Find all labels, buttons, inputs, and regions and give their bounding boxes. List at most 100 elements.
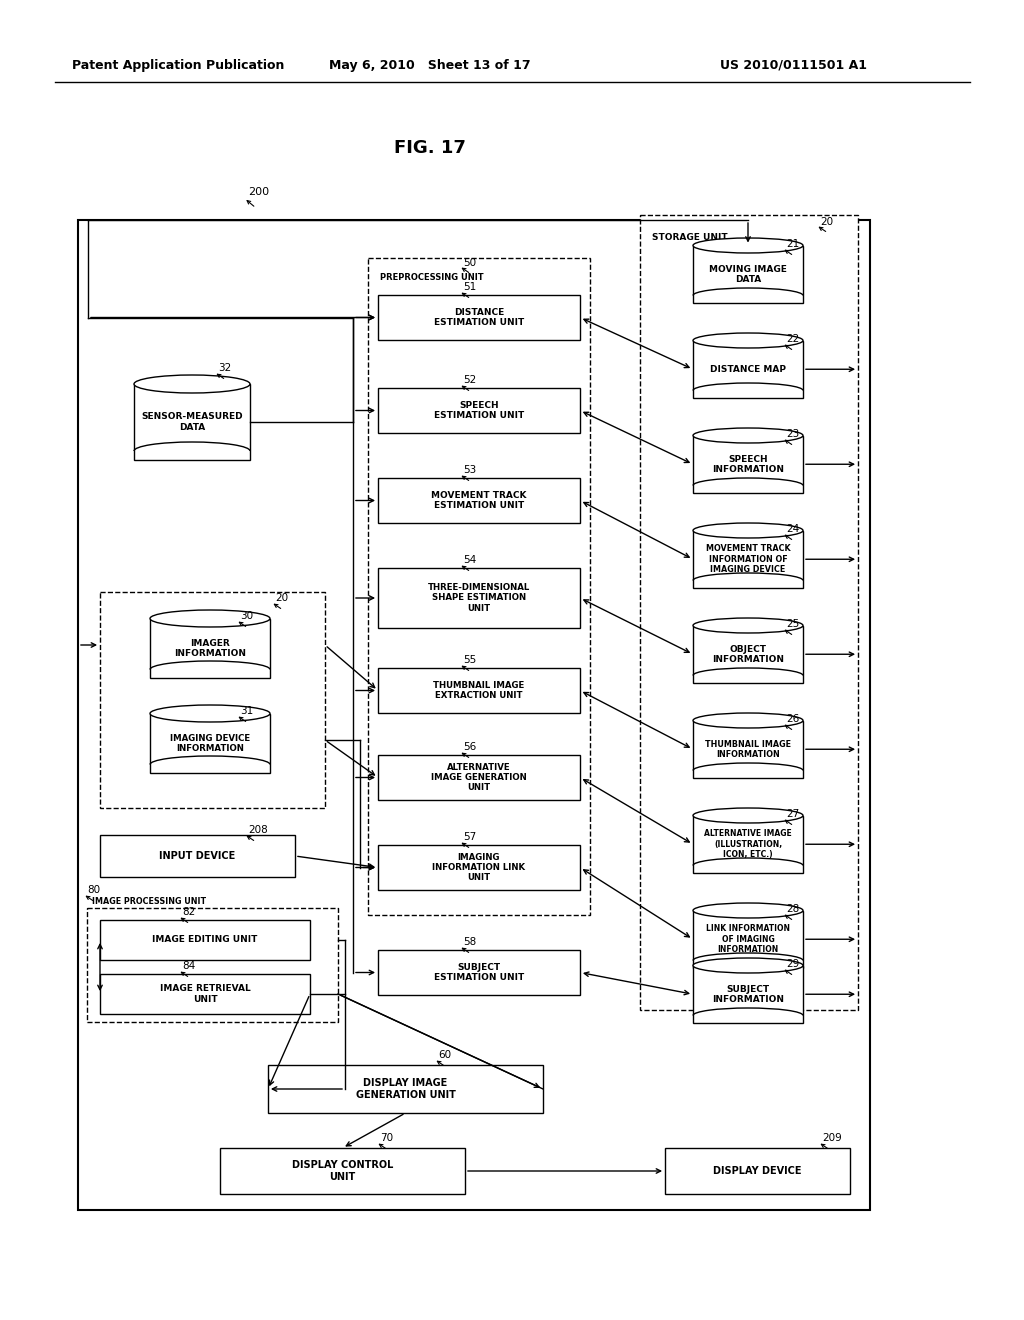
Text: 24: 24: [786, 524, 800, 535]
FancyBboxPatch shape: [100, 591, 325, 808]
Text: IMAGING DEVICE
INFORMATION: IMAGING DEVICE INFORMATION: [170, 734, 250, 752]
FancyBboxPatch shape: [378, 388, 580, 433]
Text: 20: 20: [275, 593, 288, 603]
Text: THREE-DIMENSIONAL
SHAPE ESTIMATION
UNIT: THREE-DIMENSIONAL SHAPE ESTIMATION UNIT: [428, 583, 530, 612]
Text: IMAGE EDITING UNIT: IMAGE EDITING UNIT: [153, 936, 258, 945]
Text: IMAGER
INFORMATION: IMAGER INFORMATION: [174, 639, 246, 657]
FancyBboxPatch shape: [134, 384, 250, 459]
Text: 22: 22: [786, 334, 800, 345]
Text: MOVING IMAGE
DATA: MOVING IMAGE DATA: [709, 264, 786, 284]
FancyBboxPatch shape: [378, 950, 580, 995]
Text: 60: 60: [438, 1049, 452, 1060]
Text: May 6, 2010   Sheet 13 of 17: May 6, 2010 Sheet 13 of 17: [329, 58, 530, 71]
Ellipse shape: [693, 333, 803, 348]
Text: 28: 28: [786, 904, 800, 913]
Text: Patent Application Publication: Patent Application Publication: [72, 58, 285, 71]
Ellipse shape: [693, 428, 803, 444]
Text: 208: 208: [248, 825, 267, 836]
Text: SPEECH
ESTIMATION UNIT: SPEECH ESTIMATION UNIT: [434, 401, 524, 420]
Text: IMAGING
INFORMATION LINK
UNIT: IMAGING INFORMATION LINK UNIT: [432, 853, 525, 882]
Text: 84: 84: [182, 961, 196, 972]
Ellipse shape: [693, 958, 803, 973]
Text: 54: 54: [463, 554, 476, 565]
Text: 200: 200: [248, 187, 269, 197]
FancyBboxPatch shape: [693, 531, 803, 587]
Text: DISPLAY CONTROL
UNIT: DISPLAY CONTROL UNIT: [292, 1160, 393, 1181]
Text: SENSOR-MEASURED
DATA: SENSOR-MEASURED DATA: [141, 412, 243, 432]
FancyBboxPatch shape: [268, 1065, 543, 1113]
FancyBboxPatch shape: [378, 755, 580, 800]
Text: 25: 25: [786, 619, 800, 630]
Ellipse shape: [134, 375, 250, 393]
FancyBboxPatch shape: [693, 436, 803, 492]
FancyBboxPatch shape: [100, 974, 310, 1014]
FancyBboxPatch shape: [693, 816, 803, 873]
Text: 56: 56: [463, 742, 476, 752]
Text: DISTANCE MAP: DISTANCE MAP: [710, 364, 786, 374]
Ellipse shape: [693, 713, 803, 729]
Text: 82: 82: [182, 907, 196, 917]
Ellipse shape: [150, 610, 270, 627]
Text: 26: 26: [786, 714, 800, 723]
Text: SUBJECT
INFORMATION: SUBJECT INFORMATION: [712, 985, 784, 1005]
FancyBboxPatch shape: [87, 908, 338, 1022]
Text: DISPLAY IMAGE
GENERATION UNIT: DISPLAY IMAGE GENERATION UNIT: [355, 1078, 456, 1100]
Text: 58: 58: [463, 937, 476, 946]
FancyBboxPatch shape: [150, 619, 270, 678]
Text: 209: 209: [822, 1133, 842, 1143]
Text: DISPLAY DEVICE: DISPLAY DEVICE: [714, 1166, 802, 1176]
Text: 32: 32: [218, 363, 231, 374]
Text: FIG. 17: FIG. 17: [394, 139, 466, 157]
FancyBboxPatch shape: [378, 668, 580, 713]
Text: 31: 31: [240, 706, 253, 715]
Text: MOVEMENT TRACK
INFORMATION OF
IMAGING DEVICE: MOVEMENT TRACK INFORMATION OF IMAGING DE…: [706, 544, 791, 574]
Text: IMAGE RETRIEVAL
UNIT: IMAGE RETRIEVAL UNIT: [160, 985, 251, 1003]
FancyBboxPatch shape: [693, 721, 803, 777]
FancyBboxPatch shape: [693, 911, 803, 968]
FancyBboxPatch shape: [378, 478, 580, 523]
Text: THUMBNAIL IMAGE
EXTRACTION UNIT: THUMBNAIL IMAGE EXTRACTION UNIT: [433, 681, 524, 700]
FancyBboxPatch shape: [693, 965, 803, 1023]
Text: 52: 52: [463, 375, 476, 385]
Text: 70: 70: [380, 1133, 393, 1143]
FancyBboxPatch shape: [368, 257, 590, 915]
Text: STORAGE UNIT: STORAGE UNIT: [652, 232, 728, 242]
Text: US 2010/0111501 A1: US 2010/0111501 A1: [720, 58, 867, 71]
Text: 51: 51: [463, 282, 476, 292]
Ellipse shape: [150, 705, 270, 722]
Text: INPUT DEVICE: INPUT DEVICE: [160, 851, 236, 861]
FancyBboxPatch shape: [693, 341, 803, 399]
Ellipse shape: [693, 618, 803, 634]
Text: ALTERNATIVE IMAGE
(ILLUSTRATION,
ICON, ETC.): ALTERNATIVE IMAGE (ILLUSTRATION, ICON, E…: [705, 829, 792, 859]
Text: DISTANCE
ESTIMATION UNIT: DISTANCE ESTIMATION UNIT: [434, 308, 524, 327]
FancyBboxPatch shape: [100, 920, 310, 960]
Ellipse shape: [693, 808, 803, 822]
FancyBboxPatch shape: [640, 215, 858, 1010]
FancyBboxPatch shape: [150, 714, 270, 774]
FancyBboxPatch shape: [78, 220, 870, 1210]
Text: MOVEMENT TRACK
ESTIMATION UNIT: MOVEMENT TRACK ESTIMATION UNIT: [431, 491, 526, 511]
Text: 50: 50: [463, 257, 476, 268]
Text: SUBJECT
ESTIMATION UNIT: SUBJECT ESTIMATION UNIT: [434, 962, 524, 982]
Ellipse shape: [693, 523, 803, 539]
Text: 20: 20: [820, 216, 834, 227]
FancyBboxPatch shape: [100, 836, 295, 876]
Text: 55: 55: [463, 655, 476, 665]
Text: 21: 21: [786, 239, 800, 249]
Text: 30: 30: [240, 611, 253, 620]
Text: OBJECT
INFORMATION: OBJECT INFORMATION: [712, 644, 784, 664]
Text: 29: 29: [786, 960, 800, 969]
FancyBboxPatch shape: [378, 294, 580, 341]
Text: THUMBNAIL IMAGE
INFORMATION: THUMBNAIL IMAGE INFORMATION: [705, 739, 791, 759]
Text: 80: 80: [87, 884, 100, 895]
FancyBboxPatch shape: [220, 1148, 465, 1195]
Text: ALTERNATIVE
IMAGE GENERATION
UNIT: ALTERNATIVE IMAGE GENERATION UNIT: [431, 763, 527, 792]
Text: IMAGE PROCESSING UNIT: IMAGE PROCESSING UNIT: [92, 898, 206, 907]
Text: 53: 53: [463, 465, 476, 475]
FancyBboxPatch shape: [378, 568, 580, 628]
FancyBboxPatch shape: [378, 845, 580, 890]
Text: LINK INFORMATION
OF IMAGING
INFORMATION: LINK INFORMATION OF IMAGING INFORMATION: [706, 924, 790, 954]
Text: 23: 23: [786, 429, 800, 440]
Ellipse shape: [693, 903, 803, 917]
FancyBboxPatch shape: [665, 1148, 850, 1195]
